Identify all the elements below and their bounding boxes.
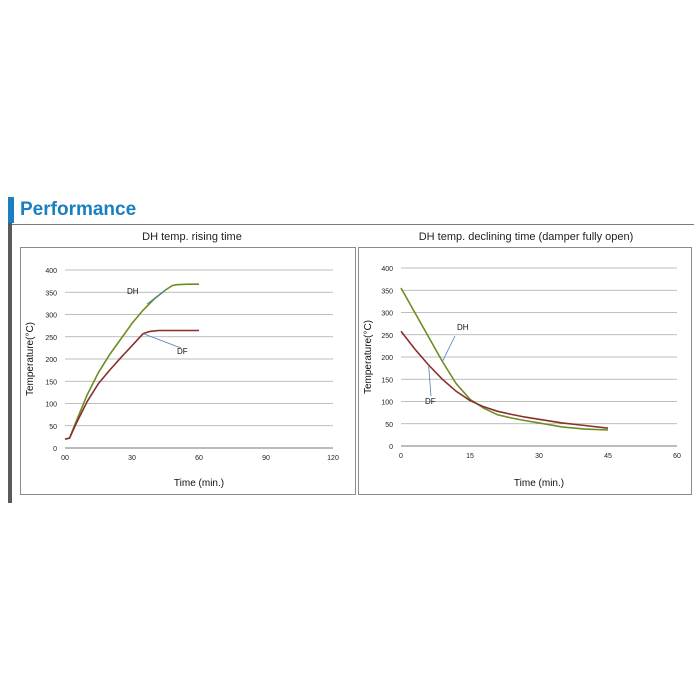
y-tick-label: 300 xyxy=(381,311,393,318)
y-tick-label: 300 xyxy=(45,313,57,320)
y-tick-label: 350 xyxy=(45,290,57,297)
x-axis-label: Time (min.) xyxy=(174,478,224,489)
y-tick-label: 400 xyxy=(381,266,393,273)
x-tick-label: 0 xyxy=(399,453,403,460)
callout-label-dh: DH xyxy=(457,323,469,332)
chart-panel-rising: 0 50 100 150 200 250 300 350 400 00 30 60 90 120 Time … xyxy=(20,247,356,495)
x-axis-label: Time (min.) xyxy=(514,478,564,489)
callout-leader xyxy=(143,333,182,349)
y-tick-label: 200 xyxy=(45,357,57,364)
callout-label-df: DF xyxy=(425,397,436,406)
x-tick-label: 90 xyxy=(262,455,270,462)
y-axis-label: Temperature(°C) xyxy=(25,322,36,396)
y-tick-label: 50 xyxy=(49,424,57,431)
y-tick-label: 250 xyxy=(45,335,57,342)
title-accent-bar xyxy=(8,197,14,223)
y-tick-label: 0 xyxy=(389,444,393,451)
chart-panel-declining: 0 50 100 150 200 250 300 350 400 0 15 30 45 60 Time (m… xyxy=(358,247,692,495)
y-tick-label: 0 xyxy=(53,446,57,453)
y-tick-label: 250 xyxy=(381,333,393,340)
y-tick-label: 350 xyxy=(381,288,393,295)
callout-label-df: DF xyxy=(177,347,188,356)
y-tick-label: 150 xyxy=(45,379,57,386)
chart-title: DH temp. declining time (damper fully op… xyxy=(418,231,634,243)
x-tick-label: 15 xyxy=(466,453,474,460)
chart-rising: 0 50 100 150 200 250 300 350 400 00 30 60 90 120 Time … xyxy=(25,268,339,489)
y-axis-label: Temperature(°C) xyxy=(363,320,374,394)
callout-leader xyxy=(146,289,166,305)
y-tick-label: 100 xyxy=(45,402,57,409)
x-tick-label: 00 xyxy=(61,455,69,462)
x-tick-label: 30 xyxy=(535,453,543,460)
series-line-dh xyxy=(64,283,199,440)
y-tick-label: 200 xyxy=(381,355,393,362)
section-title: Performance xyxy=(20,199,137,220)
series-line-dh xyxy=(400,287,609,431)
section-left-rule xyxy=(8,223,12,503)
y-tick-label: 400 xyxy=(45,268,57,275)
x-tick-label: 60 xyxy=(195,455,203,462)
x-tick-label: 45 xyxy=(604,453,612,460)
series-line-df xyxy=(64,329,199,440)
y-tick-label: 50 xyxy=(385,422,393,429)
callout-leader xyxy=(442,335,456,362)
callout-label-dh: DH xyxy=(127,287,139,296)
chart-title: DH temp. rising time xyxy=(142,231,242,243)
chart-declining: 0 50 100 150 200 250 300 350 400 0 15 30 45 60 Time (m… xyxy=(363,266,681,489)
performance-section: Performance DH temp. rising time DH temp… xyxy=(6,195,694,505)
series-line-df xyxy=(400,330,609,429)
y-tick-label: 150 xyxy=(381,377,393,384)
x-tick-label: 30 xyxy=(128,455,136,462)
y-tick-label: 100 xyxy=(381,400,393,407)
callout-leader xyxy=(428,364,432,397)
title-divider xyxy=(12,224,694,225)
x-tick-label: 60 xyxy=(673,453,681,460)
x-tick-label: 120 xyxy=(327,455,339,462)
